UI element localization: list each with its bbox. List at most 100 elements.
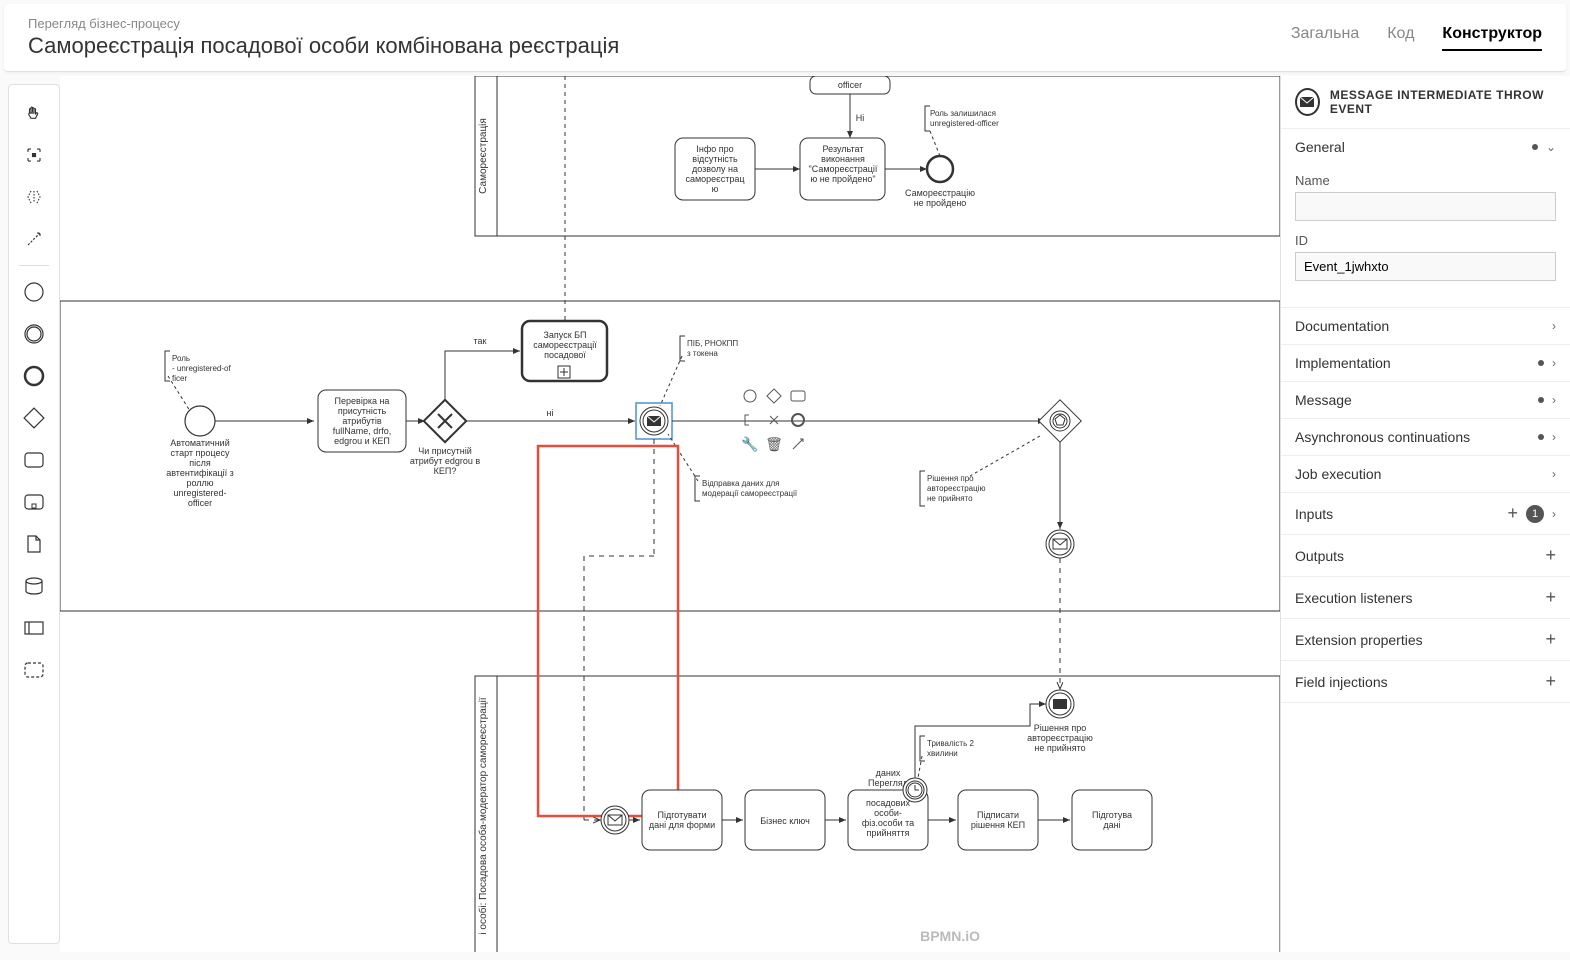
svg-text:Перевірка на: Перевірка на	[335, 396, 390, 406]
bpmn-canvas[interactable]: Самореєстрація і особі: Посадова особа-м…	[60, 76, 1280, 952]
context-end-event[interactable]	[788, 410, 808, 430]
svg-text:дані: дані	[1103, 820, 1120, 830]
section-async[interactable]: Asynchronous continuations ›	[1281, 419, 1570, 455]
plus-icon[interactable]: +	[1545, 629, 1556, 650]
svg-text:прийняття: прийняття	[867, 828, 910, 838]
lasso-tool[interactable]	[14, 135, 54, 175]
svg-text:посадових: посадових	[866, 798, 910, 808]
svg-text:і особі: Посадова особа-модера: і особі: Посадова особа-модератор саморе…	[477, 697, 489, 934]
svg-text:відсутність: відсутність	[692, 154, 738, 164]
svg-text:Інфо про: Інфо про	[696, 144, 733, 154]
context-append-gateway[interactable]	[764, 386, 784, 406]
plus-icon[interactable]: +	[1545, 587, 1556, 608]
start-event-tool[interactable]	[14, 272, 54, 312]
hand-tool[interactable]	[14, 93, 54, 133]
svg-text:Підписати: Підписати	[977, 810, 1019, 820]
task-tool[interactable]	[14, 440, 54, 480]
page-header: Перегляд бізнес-процесу Самореєстрація п…	[4, 4, 1566, 72]
svg-text:фіз.особи та: фіз.особи та	[862, 818, 914, 828]
section-documentation[interactable]: Documentation ›	[1281, 308, 1570, 344]
data-store-tool[interactable]	[14, 566, 54, 606]
dot-icon	[1538, 397, 1544, 403]
svg-text:рішення КЕП: рішення КЕП	[971, 820, 1025, 830]
svg-text:самореєстрації: самореєстрації	[533, 340, 597, 350]
section-inputs[interactable]: Inputs +1›	[1281, 493, 1570, 534]
dot-icon	[1538, 360, 1544, 366]
section-implementation[interactable]: Implementation ›	[1281, 345, 1570, 381]
intermediate-event-tool[interactable]	[14, 314, 54, 354]
svg-text:unregistered-: unregistered-	[173, 488, 226, 498]
svg-text:Підготува: Підготува	[1092, 810, 1132, 820]
group-tool[interactable]	[14, 650, 54, 690]
svg-text:Роль залишилася: Роль залишилася	[930, 109, 996, 118]
svg-text:Рішення про: Рішення про	[1034, 723, 1086, 733]
svg-text:особи-: особи-	[874, 808, 902, 818]
section-message[interactable]: Message ›	[1281, 382, 1570, 418]
plus-icon[interactable]: +	[1545, 671, 1556, 692]
page-title: Самореєстрація посадової особи комбінова…	[28, 33, 619, 59]
gateway-tool[interactable]	[14, 398, 54, 438]
tabs: Загальна Код Конструктор	[1291, 25, 1542, 51]
svg-text:не прийнято: не прийнято	[1034, 743, 1085, 753]
svg-text:автентифікації з: автентифікації з	[166, 468, 234, 478]
context-append-event[interactable]	[740, 386, 760, 406]
dot-icon	[1538, 434, 1544, 440]
header-left: Перегляд бізнес-процесу Самореєстрація п…	[28, 16, 619, 59]
svg-text:старт процесу: старт процесу	[171, 448, 230, 458]
svg-text:fullName, drfo,: fullName, drfo,	[333, 426, 392, 436]
svg-text:автореєстрацію: автореєстрацію	[1027, 733, 1093, 743]
tab-general[interactable]: Загальна	[1291, 25, 1359, 51]
svg-text:- unregistered-of: - unregistered-of	[172, 364, 231, 373]
svg-text:unregistered-officer: unregistered-officer	[930, 119, 999, 128]
svg-text:Автоматичний: Автоматичний	[170, 438, 229, 448]
chevron-right-icon: ›	[1552, 356, 1556, 370]
subprocess-tool[interactable]	[14, 482, 54, 522]
pool-tool[interactable]	[14, 608, 54, 648]
context-annotation[interactable]	[740, 410, 760, 430]
field-name-input[interactable]	[1295, 192, 1556, 221]
svg-text:Запуск БП: Запуск БП	[543, 330, 586, 340]
tab-code[interactable]: Код	[1387, 25, 1414, 51]
plus-icon[interactable]: +	[1545, 545, 1556, 566]
section-general-header[interactable]: General ⌄	[1281, 129, 1570, 165]
svg-text:Чи присутній: Чи присутній	[418, 446, 472, 456]
chevron-right-icon: ›	[1552, 319, 1556, 333]
section-execution-listeners[interactable]: Execution listeners +	[1281, 577, 1570, 618]
section-job-execution[interactable]: Job execution ›	[1281, 456, 1570, 492]
svg-text:officer: officer	[838, 80, 862, 90]
svg-text:edgrou и КЕП: edgrou и КЕП	[334, 436, 390, 446]
svg-text:Перегляд: Перегляд	[868, 778, 909, 788]
context-wrench[interactable]: 🔧	[740, 434, 760, 454]
section-field-injections[interactable]: Field injections +	[1281, 661, 1570, 702]
svg-text:так: так	[474, 336, 487, 346]
data-object-tool[interactable]	[14, 524, 54, 564]
context-delete[interactable]: 🗑	[764, 434, 784, 454]
svg-text:з токена: з токена	[687, 349, 718, 358]
svg-text:хвилини: хвилини	[927, 749, 958, 758]
end-event-tool[interactable]	[14, 356, 54, 396]
bpmn-logo: BPMN.iO	[920, 928, 980, 944]
svg-text:посадової: посадової	[544, 350, 586, 360]
svg-text:"Самореєстрації: "Самореєстрації	[809, 164, 878, 174]
plus-icon[interactable]: +	[1507, 503, 1518, 524]
svg-text:Підготувати: Підготувати	[658, 810, 707, 820]
section-extension-properties[interactable]: Extension properties +	[1281, 619, 1570, 660]
chevron-down-icon: ⌄	[1546, 140, 1556, 154]
svg-text:Бізнес ключ: Бізнес ключ	[760, 816, 810, 826]
svg-text:автореєстрацію: автореєстрацію	[927, 484, 985, 493]
svg-text:Рішення про: Рішення про	[927, 474, 974, 483]
svg-text:дозволу на: дозволу на	[692, 164, 738, 174]
context-pad: 🔧 🗑	[740, 386, 808, 454]
svg-text:атрибут edgrou в: атрибут edgrou в	[410, 456, 481, 466]
tab-constructor[interactable]: Конструктор	[1442, 25, 1542, 51]
context-append-task[interactable]	[788, 386, 808, 406]
context-connect[interactable]	[788, 434, 808, 454]
connect-tool[interactable]	[14, 219, 54, 259]
space-tool[interactable]	[14, 177, 54, 217]
svg-text:Самореєстрацію: Самореєстрацію	[905, 188, 975, 198]
svg-text:Відправка даних для: Відправка даних для	[702, 479, 780, 488]
field-id-input[interactable]	[1295, 252, 1556, 281]
section-outputs[interactable]: Outputs +	[1281, 535, 1570, 576]
svg-text:не пройдено: не пройдено	[914, 198, 967, 208]
context-change-type[interactable]	[764, 410, 784, 430]
